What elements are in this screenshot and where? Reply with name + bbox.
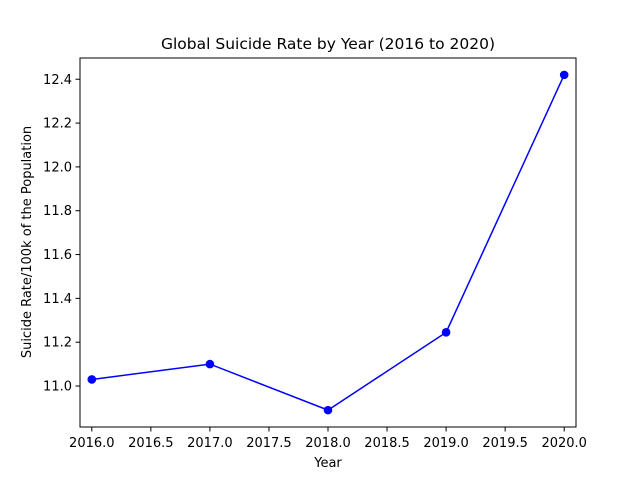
- x-tick-label: 2019.0: [423, 436, 469, 451]
- x-tick-label: 2019.5: [482, 436, 528, 451]
- x-tick-label: 2020.0: [541, 436, 587, 451]
- x-tick-label: 2016.0: [69, 436, 115, 451]
- data-point: [205, 359, 215, 369]
- x-tick-label: 2016.5: [128, 436, 174, 451]
- y-axis: 11.0 11.2 11.4 11.6 11.8 12.0 12.2 12.4: [43, 73, 80, 395]
- data-point: [559, 70, 569, 80]
- x-axis: 2016.0 2016.5 2017.0 2017.5 2018.0 2018.5 2019…: [69, 427, 587, 451]
- data-point: [441, 328, 451, 337]
- series-line-group: [87, 70, 569, 415]
- x-tick-label: 2018.5: [364, 436, 410, 451]
- y-tick-label: 11.0: [43, 380, 72, 395]
- y-axis-title: Suicide Rate/100k of the Population: [20, 126, 35, 358]
- x-axis-title: Year: [313, 456, 342, 471]
- x-tick-label: 2018.0: [305, 436, 351, 451]
- x-tick-label: 2017.5: [246, 436, 292, 451]
- y-tick-label: 12.0: [43, 160, 72, 175]
- series-line: [91, 74, 565, 411]
- data-point: [87, 375, 97, 384]
- x-tick-label: 2017.0: [187, 436, 233, 451]
- y-tick-label: 11.8: [43, 204, 72, 219]
- y-tick-label: 11.4: [43, 292, 72, 307]
- y-tick-label: 12.4: [43, 73, 72, 88]
- data-point: [323, 405, 333, 415]
- y-tick-label: 12.2: [43, 117, 72, 132]
- chart-title: Global Suicide Rate by Year (2016 to 202…: [161, 35, 495, 53]
- y-tick-label: 11.6: [43, 248, 72, 263]
- y-tick-label: 11.2: [43, 336, 72, 351]
